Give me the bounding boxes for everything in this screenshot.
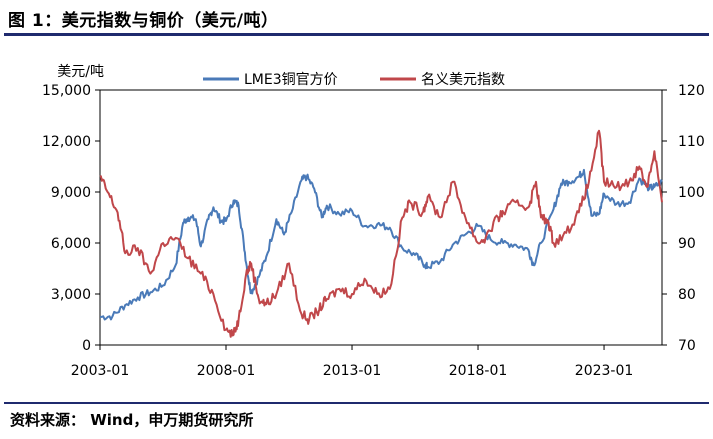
y-right-tick-label: 80 bbox=[678, 287, 696, 303]
series-lines bbox=[99, 129, 663, 338]
series-line-copper-price bbox=[100, 168, 663, 321]
figure-title: 图 1：美元指数与铜价（美元/吨） bbox=[8, 11, 279, 31]
legend-label: LME3铜官方价 bbox=[244, 72, 338, 88]
y-right-tick-label: 90 bbox=[678, 236, 696, 252]
x-tick-label: 2003-01 bbox=[71, 363, 130, 379]
x-tick-label: 2013-01 bbox=[323, 363, 382, 379]
y-right-tick-label: 110 bbox=[678, 134, 705, 150]
x-tick-label: 2018-01 bbox=[449, 363, 508, 379]
y-right-tick-label: 70 bbox=[678, 338, 696, 354]
axes: 0 3,000 6,000 9,000 12,000 15,000 美元/吨 70 80 90 10… bbox=[42, 64, 705, 379]
legend: LME3铜官方价 名义美元指数 bbox=[203, 72, 505, 88]
legend-label: 名义美元指数 bbox=[421, 72, 505, 88]
source-rule bbox=[4, 402, 709, 404]
y-right-tick-label: 100 bbox=[678, 185, 705, 201]
y-left-tick-label: 9,000 bbox=[51, 185, 91, 201]
series-line-dollar-index bbox=[99, 129, 663, 338]
y-right-tick-label: 120 bbox=[678, 83, 705, 99]
y-left-tick-label: 15,000 bbox=[42, 83, 91, 99]
plot-area-border bbox=[99, 89, 663, 346]
source-note: 资料来源： Wind，申万期货研究所 bbox=[10, 411, 254, 429]
y-left-tick-label: 3,000 bbox=[51, 287, 91, 303]
x-tick-label: 2008-01 bbox=[197, 363, 256, 379]
plot-frame bbox=[99, 89, 663, 346]
y-left-tick-label: 6,000 bbox=[51, 236, 91, 252]
x-tick-label: 2023-01 bbox=[575, 363, 634, 379]
y-left-axis-title: 美元/吨 bbox=[57, 64, 104, 80]
y-left-tick-label: 0 bbox=[82, 338, 91, 354]
y-left-tick-label: 12,000 bbox=[42, 134, 91, 150]
title-rule bbox=[4, 33, 709, 36]
chart: 0 3,000 6,000 9,000 12,000 15,000 美元/吨 70 80 90 10… bbox=[42, 64, 705, 379]
